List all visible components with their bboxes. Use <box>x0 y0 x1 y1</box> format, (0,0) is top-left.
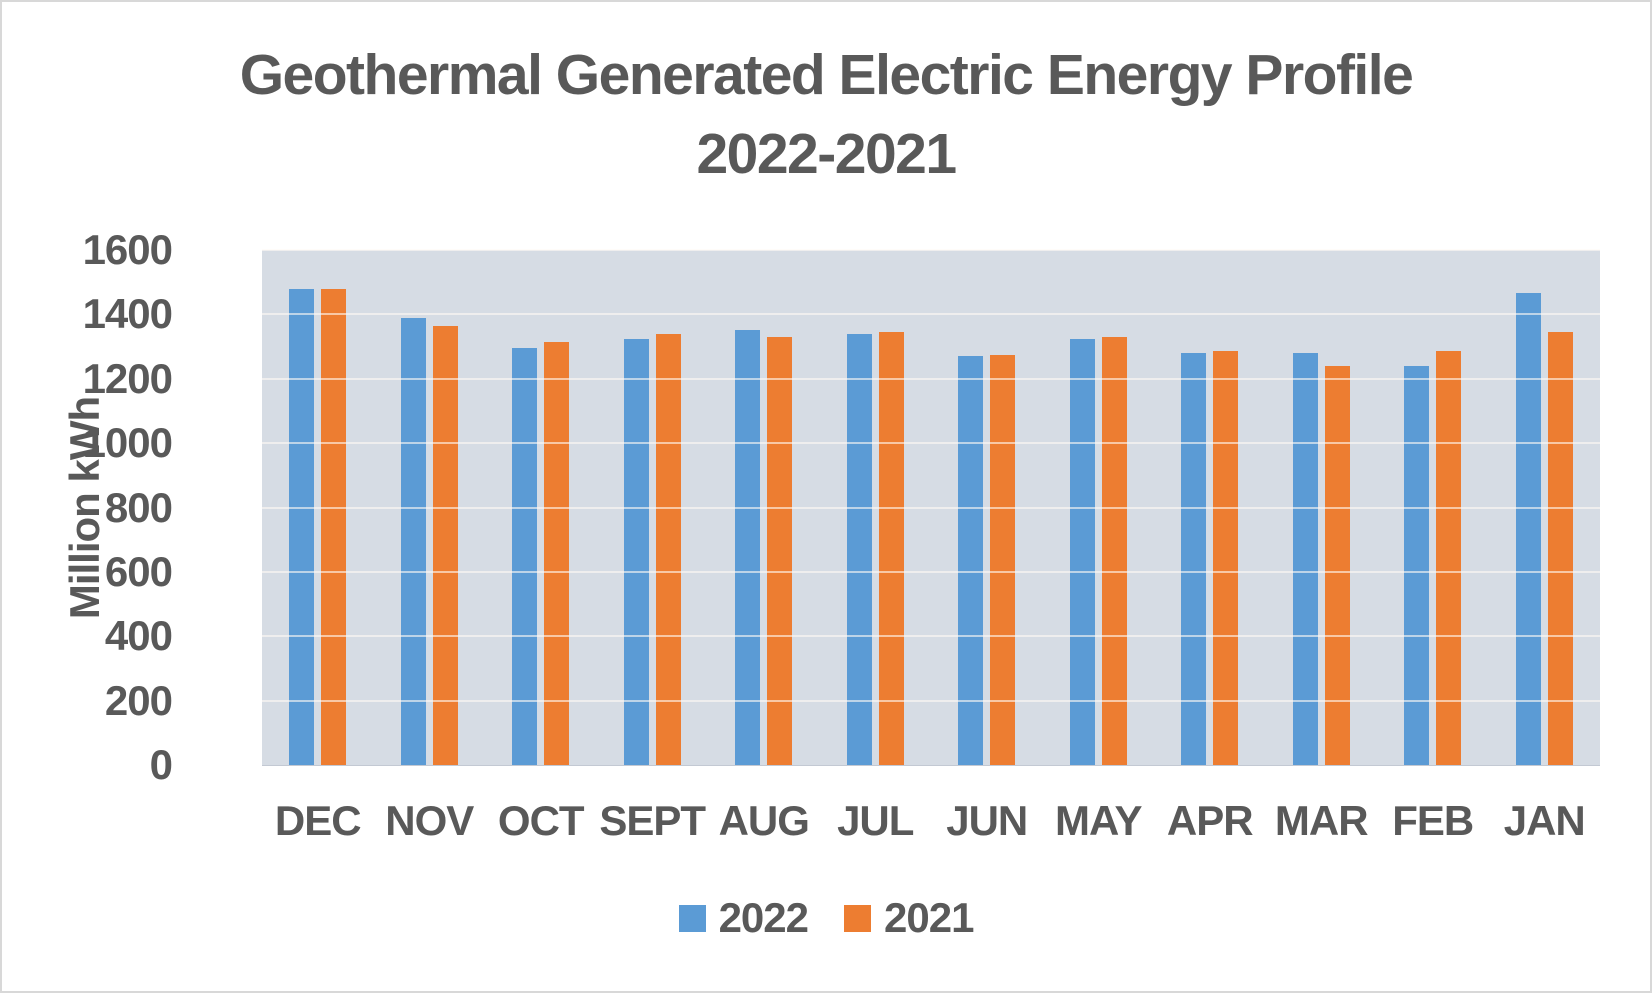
bar-2021-mar <box>1324 365 1350 765</box>
bar-2022-jul <box>846 333 872 765</box>
x-label-aug: AUG <box>718 797 810 844</box>
bar-group-jan <box>1489 250 1601 765</box>
bar-2022-apr <box>1181 353 1207 765</box>
gridline-400 <box>262 635 1600 638</box>
x-label-oct: OCT <box>497 797 585 844</box>
bar-2022-jan <box>1515 293 1541 765</box>
bar-group-feb <box>1377 250 1489 765</box>
bar-2021-nov <box>432 325 458 765</box>
x-label-nov: NOV <box>385 797 474 844</box>
bar-2021-feb <box>1436 351 1462 765</box>
y-tick-1600: 1600 <box>82 226 173 273</box>
x-label-jan: JAN <box>1503 797 1586 844</box>
y-tick-600: 600 <box>104 547 173 595</box>
bar-group-may <box>1043 250 1155 765</box>
x-label-apr: APR <box>1166 797 1254 844</box>
x-label-mar: MAR <box>1274 797 1369 844</box>
bar-2021-oct <box>544 341 570 765</box>
bar-2022-dec <box>289 288 315 765</box>
y-tick-1200: 1200 <box>82 354 173 402</box>
bar-2022-nov <box>400 317 426 765</box>
gridline-1000 <box>262 442 1600 445</box>
bar-2022-jun <box>958 356 984 765</box>
x-label-jul: JUL <box>837 797 914 844</box>
bar-2022-oct <box>512 348 538 765</box>
bar-2022-sept <box>623 338 649 765</box>
x-label-sept: SEPT <box>599 797 706 844</box>
bar-2021-jan <box>1547 332 1573 765</box>
gridline-200 <box>262 699 1600 702</box>
y-axis: 0 200 400 600 800 1000 1200 1400 1600 <box>0 229 216 786</box>
gridline-1400 <box>262 313 1600 316</box>
gridline-800 <box>262 506 1600 509</box>
bar-group-sept <box>597 250 709 765</box>
bar-2021-may <box>1101 336 1127 765</box>
legend-item-2021: 2021 <box>844 894 974 941</box>
bar-group-jul <box>820 250 932 765</box>
bar-2021-dec <box>321 288 347 765</box>
chart-title-line2: 2022-2021 <box>696 121 957 186</box>
x-axis: DEC NOV OCT SEPT AUG JUL JUN MAY APR MAR FEB JAN <box>262 797 1600 845</box>
bar-2021-sept <box>655 333 681 765</box>
plot-area <box>262 249 1600 766</box>
legend-label-2021: 2021 <box>884 894 974 941</box>
chart-title: Geothermal Generated Electric Energy Pro… <box>0 36 1652 193</box>
y-tick-1000: 1000 <box>82 419 173 467</box>
legend-swatch-2021 <box>844 904 871 932</box>
legend-swatch-2022 <box>678 904 706 932</box>
y-tick-1400: 1400 <box>82 290 173 338</box>
gridline-1600 <box>262 249 1600 251</box>
bar-group-aug <box>708 250 820 765</box>
bar-2021-jul <box>878 332 904 765</box>
y-tick-0: 0 <box>149 741 173 788</box>
bar-groups <box>262 250 1600 765</box>
bar-2022-aug <box>735 330 761 765</box>
bar-2021-apr <box>1213 351 1239 765</box>
bar-group-apr <box>1154 250 1266 765</box>
legend: 2022 2021 <box>0 897 1652 939</box>
gridline-600 <box>262 570 1600 573</box>
x-label-jun: JUN <box>946 797 1028 844</box>
chart-title-line1: Geothermal Generated Electric Energy Pro… <box>239 43 1414 107</box>
x-label-may: MAY <box>1055 797 1142 844</box>
x-label-dec: DEC <box>274 797 362 844</box>
bar-2021-jun <box>990 354 1016 765</box>
bar-2022-feb <box>1404 365 1430 765</box>
bar-2022-mar <box>1292 353 1318 765</box>
bar-2022-may <box>1069 338 1095 765</box>
bar-group-dec <box>262 250 374 765</box>
y-tick-800: 800 <box>104 483 173 531</box>
legend-label-2022: 2022 <box>718 894 809 941</box>
y-tick-200: 200 <box>104 676 173 724</box>
x-label-feb: FEB <box>1392 797 1474 844</box>
legend-item-2022: 2022 <box>678 894 809 941</box>
y-tick-400: 400 <box>104 612 173 660</box>
bar-group-mar <box>1266 250 1378 765</box>
gridline-1200 <box>262 377 1600 380</box>
bar-2021-aug <box>767 336 793 765</box>
bar-group-jun <box>931 250 1043 765</box>
bar-group-nov <box>374 250 486 765</box>
bar-group-oct <box>485 250 597 765</box>
